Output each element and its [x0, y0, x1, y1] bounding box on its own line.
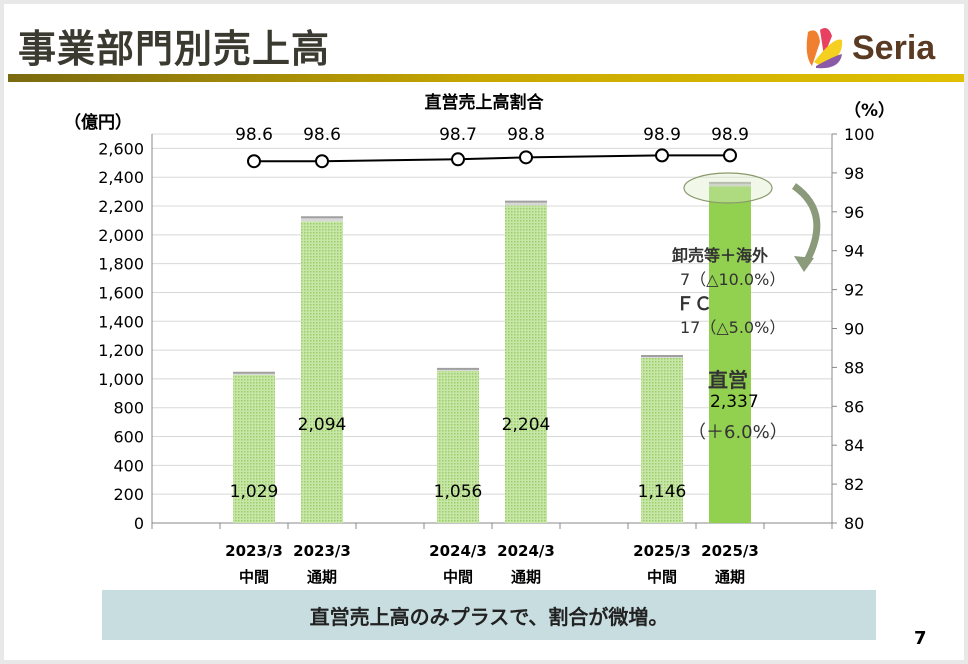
x-tick-label: 2025/3 — [633, 542, 691, 560]
direct-label: 直営 — [708, 368, 748, 392]
arrow-head-icon — [794, 256, 814, 272]
y2-tick-label: 86 — [844, 397, 864, 416]
y-tick-label: 400 — [113, 456, 144, 475]
bar-data-label: 2,094 — [298, 415, 347, 435]
y2-tick-label: 92 — [844, 281, 864, 300]
highlight-ellipse — [683, 172, 773, 204]
seria-logo: Seria — [804, 26, 935, 70]
bar-other — [233, 372, 275, 375]
wholesale-value: 7（△10.0%） — [680, 270, 786, 289]
direct-change: （＋6.0%） — [688, 422, 788, 443]
x-tick-label: 通期 — [511, 568, 541, 586]
ratio-label: 98.9 — [711, 125, 749, 145]
ratio-point — [519, 150, 533, 165]
ratio-point — [723, 148, 737, 163]
x-tick-label: 2024/3 — [497, 542, 555, 560]
y-tick-label: 0 — [134, 514, 144, 533]
bar-direct — [641, 357, 683, 523]
y-tick-label: 1,400 — [98, 312, 144, 331]
y2-tick-label: 84 — [844, 436, 864, 455]
y2-tick-label: 90 — [844, 320, 864, 339]
y-tick-label: 1,000 — [98, 370, 144, 389]
x-tick-label: 2023/3 — [293, 542, 351, 560]
y2-tick-label: 88 — [844, 358, 864, 377]
bar-direct — [301, 221, 343, 523]
ratio-label: 98.9 — [643, 125, 681, 145]
x-tick-label: 通期 — [307, 568, 337, 586]
bar-direct — [233, 374, 275, 523]
y2-tick-label: 96 — [844, 203, 864, 222]
ratio-point — [315, 154, 329, 169]
ratio-label: 98.7 — [439, 125, 477, 145]
ratio-label: 98.6 — [235, 125, 273, 145]
y2-tick-label: 100 — [844, 125, 875, 144]
ratio-label: 98.8 — [507, 125, 545, 145]
wholesale-label: 卸売等＋海外 — [672, 246, 769, 265]
fc-value: 17（△5.0%） — [680, 318, 786, 337]
x-tick-label: 通期 — [715, 568, 745, 586]
y-tick-label: 1,200 — [98, 341, 144, 360]
x-tick-label: 2023/3 — [225, 542, 283, 560]
y-tick-label: 2,000 — [98, 226, 144, 245]
bar-other — [301, 217, 343, 222]
direct-value: 2,337 — [710, 392, 759, 412]
chart-title: 直営売上高割合 — [425, 92, 545, 113]
bar-data-label: 1,056 — [434, 482, 483, 502]
summary-note: 直営売上高のみプラスで、割合が微増。 — [102, 590, 876, 640]
ratio-point — [247, 154, 261, 169]
y-tick-label: 1,600 — [98, 283, 144, 302]
bar-other — [709, 182, 751, 187]
y-axis-label: （億円） — [64, 112, 132, 133]
y2-tick-label: 82 — [844, 475, 864, 494]
y2-tick-label: 80 — [844, 514, 864, 533]
page-number: 7 — [914, 628, 927, 649]
y2-axis-label: （%） — [844, 100, 895, 121]
header-rule — [8, 74, 964, 82]
bar-data-label: 2,204 — [502, 415, 551, 435]
ratio-point — [451, 152, 465, 167]
x-tick-label: 2024/3 — [429, 542, 487, 560]
fc-label: ＦＣ — [676, 294, 712, 315]
arrow-icon — [791, 183, 821, 268]
y-tick-label: 800 — [113, 399, 144, 418]
ratio-label: 98.6 — [303, 125, 341, 145]
x-tick-label: 2025/3 — [701, 542, 759, 560]
y2-tick-label: 94 — [844, 242, 864, 261]
logo-text: Seria — [852, 28, 936, 67]
x-tick-label: 中間 — [647, 568, 677, 586]
bar-direct — [709, 186, 751, 523]
bar-other — [505, 201, 547, 206]
y-tick-label: 1,800 — [98, 255, 144, 274]
y-tick-label: 2,600 — [98, 139, 144, 158]
y-tick-label: 200 — [113, 485, 144, 504]
logo-flower-icon — [806, 28, 843, 69]
y-tick-label: 2,400 — [98, 168, 144, 187]
bar-other — [437, 368, 479, 371]
bar-data-label: 1,146 — [638, 482, 687, 502]
chart: 直営売上高割合 （億円） （%） 0 200 400 600 800 1,000 1,200 1,4… — [64, 92, 895, 586]
x-tick-label: 中間 — [239, 568, 269, 586]
bar-direct — [437, 370, 479, 523]
ratio-point — [655, 148, 669, 163]
bar-data-label: 1,029 — [230, 482, 279, 502]
y-tick-label: 600 — [113, 428, 144, 447]
y2-tick-label: 98 — [844, 164, 864, 183]
page-title: 事業部門別売上高 — [18, 27, 331, 71]
slide: 事業部門別売上高 Seria 直営売上高割合 （億円） （%） 0 200 400 600 8… — [4, 4, 964, 660]
bar-direct — [505, 205, 547, 523]
x-tick-label: 中間 — [443, 568, 473, 586]
y-tick-label: 2,200 — [98, 197, 144, 216]
ratio-line — [254, 154, 730, 163]
